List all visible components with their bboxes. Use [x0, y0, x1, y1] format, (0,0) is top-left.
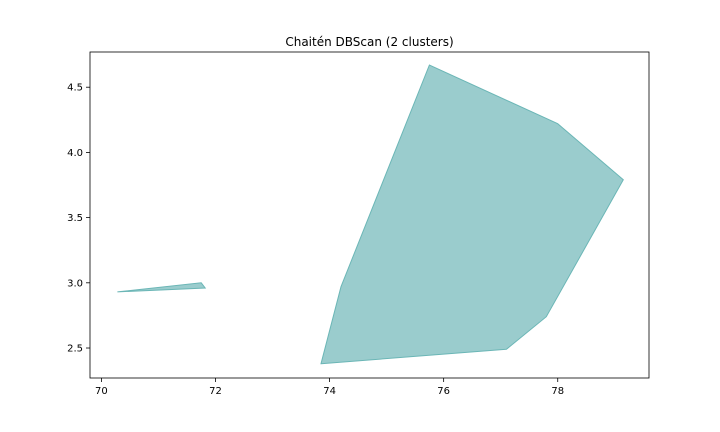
cluster-hull-2: [320, 64, 624, 365]
plot-frame: [89, 51, 650, 379]
cluster-hulls: [117, 64, 624, 365]
x-axis: 70 72 74 76 78: [95, 378, 564, 397]
x-tick-label: 70: [95, 386, 108, 397]
x-tick-label: 72: [209, 386, 222, 397]
y-tick-label: 2.5: [67, 344, 83, 355]
y-axis: 2.5 3.0 3.5 4.0 4.5: [67, 83, 90, 355]
y-tick-label: 3.5: [67, 213, 83, 224]
x-tick-label: 74: [323, 386, 336, 397]
x-tick-label: 78: [551, 386, 564, 397]
y-tick-label: 3.0: [67, 278, 83, 289]
y-tick-label: 4.5: [67, 83, 83, 94]
chart-title: Chaitén DBScan (2 clusters): [285, 35, 453, 49]
x-tick-label: 76: [437, 386, 450, 397]
cluster-hull-1: [117, 282, 207, 293]
y-tick-label: 4.0: [67, 148, 83, 159]
